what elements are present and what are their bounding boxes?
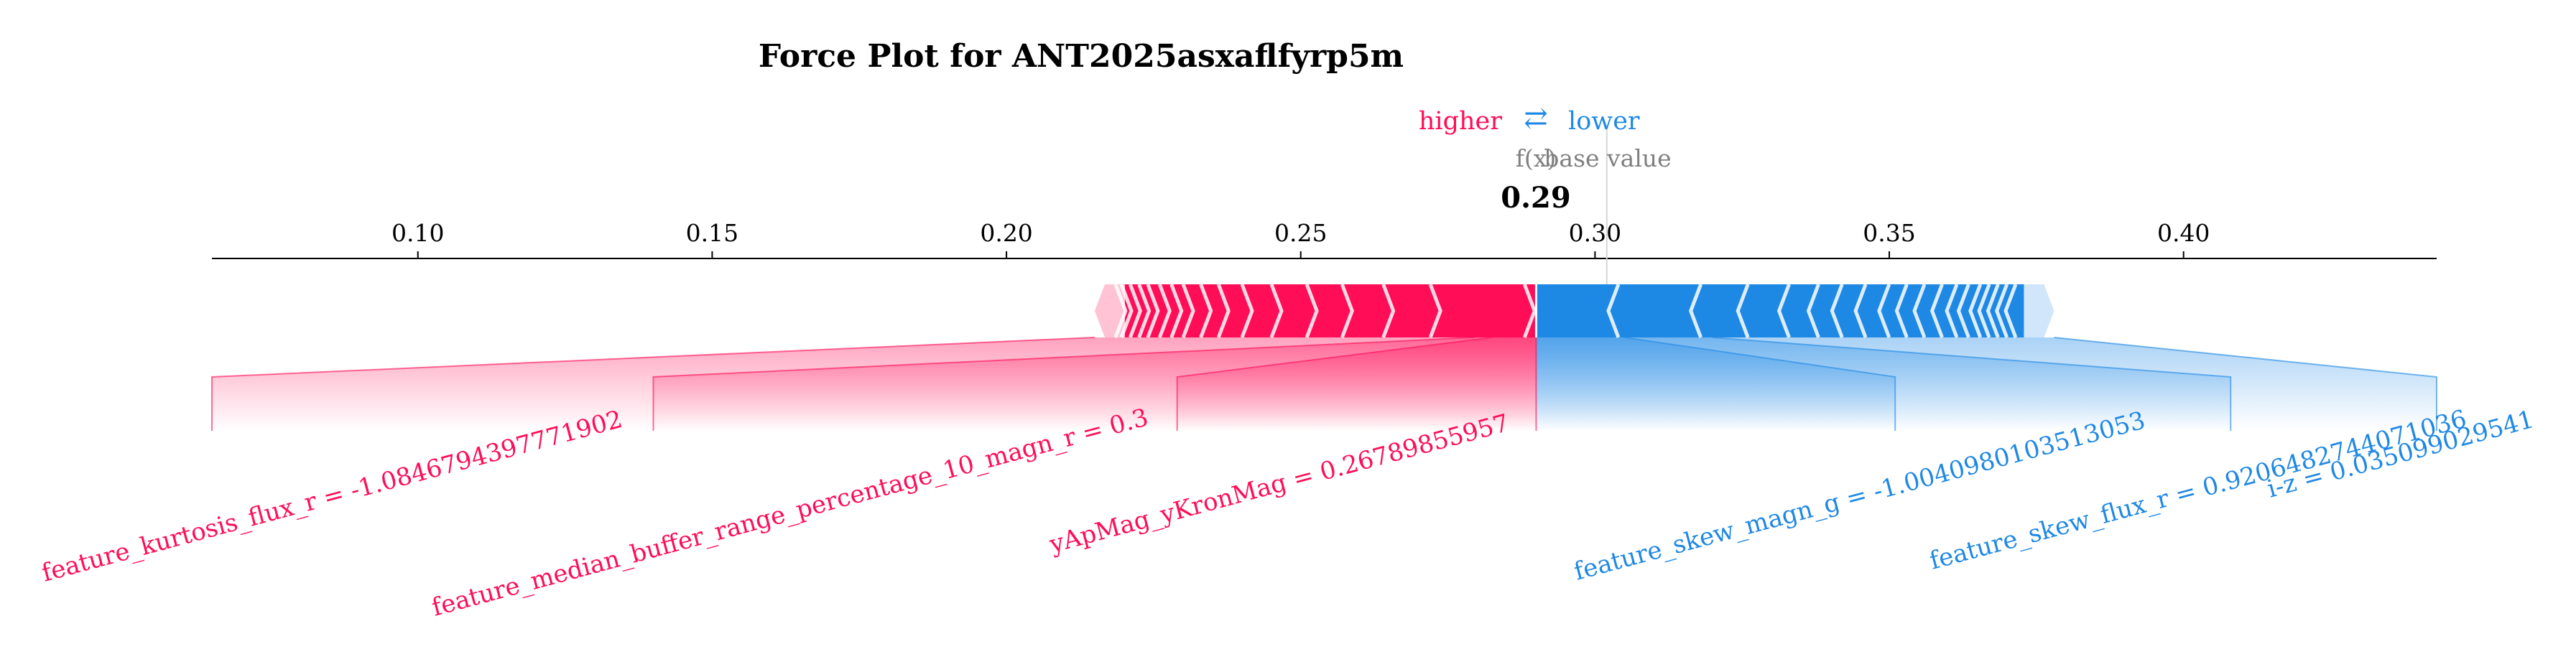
positive-chevron-4 xyxy=(1305,284,1319,338)
legend-lower-label: lower xyxy=(1568,107,1640,136)
negative-chevron-8 xyxy=(1894,284,1909,338)
x-tick-label-2: 0.20 xyxy=(980,219,1032,247)
positive-connector-2-group xyxy=(1176,337,1537,431)
positive-chevron-12 xyxy=(1146,284,1160,338)
positive-tail xyxy=(1094,284,1125,337)
x-tick-label-6: 0.40 xyxy=(2157,219,2210,247)
positive-chevron-13 xyxy=(1137,284,1152,338)
negative-connector-2-edge xyxy=(2054,337,2437,431)
positive-chevron-1 xyxy=(1428,284,1442,338)
positive-chevron-3 xyxy=(1340,284,1354,338)
fx-value-label: 0.29 xyxy=(1501,181,1570,215)
positive-connector-0-edge xyxy=(211,337,1095,431)
legend-higher-label: higher xyxy=(1419,107,1502,136)
positive-chevron-16 xyxy=(1113,284,1128,338)
negative-tail xyxy=(2024,284,2054,337)
positive-connector-1-edge xyxy=(652,337,1475,431)
negative-chevron-17 xyxy=(2003,284,2018,338)
fx-label: f(x) xyxy=(1516,144,1557,172)
negative-chevron-10 xyxy=(1929,284,1944,338)
negative-chevron-14 xyxy=(1977,284,1991,338)
negative-chevron-3 xyxy=(1776,284,1791,338)
base-value-label: base value xyxy=(1544,144,1671,172)
positive-chevron-9 xyxy=(1181,284,1195,338)
negative-chevron-13 xyxy=(1968,284,1983,338)
legend: higher ⇄ lower xyxy=(1419,102,1640,136)
positive-chevron-15 xyxy=(1119,284,1134,338)
x-tick-label-5: 0.35 xyxy=(1863,219,1915,247)
positive-chevron-10 xyxy=(1169,284,1184,338)
negative-chevron-6 xyxy=(1853,284,1868,338)
negative-connector-2-fill xyxy=(1536,337,2437,431)
positive-chevron-0 xyxy=(1522,284,1537,338)
positive-chevron-6 xyxy=(1240,284,1254,338)
legend-arrow-icon: ⇄ xyxy=(1524,102,1548,135)
negative-chevron-11 xyxy=(1945,284,1959,338)
x-tick-label-0: 0.10 xyxy=(392,219,444,247)
positive-chevron-14 xyxy=(1128,284,1142,338)
x-tick-label-3: 0.25 xyxy=(1274,219,1327,247)
positive-bar xyxy=(1124,284,1537,337)
x-tick-label-1: 0.15 xyxy=(686,219,738,247)
negative-chevron-1 xyxy=(1688,284,1703,338)
chart-title: Force Plot for ANT2025asxaflfyrp5m xyxy=(759,38,1404,75)
positive-chevron-5 xyxy=(1269,284,1284,338)
positive-feature-label-0: feature_kurtosis_flux_r = -1.08467943977… xyxy=(39,405,626,588)
positive-connector-2-edge xyxy=(1176,337,1493,431)
negative-chevron-15 xyxy=(1986,284,2000,338)
negative-feature-label-0: feature_skew_magn_g = -1.004098010351305… xyxy=(1571,406,2149,586)
negative-chevron-12 xyxy=(1956,284,1970,338)
negative-chevron-7 xyxy=(1877,284,1891,338)
negative-chevron-16 xyxy=(1995,284,2009,338)
negative-chevron-5 xyxy=(1830,284,1844,338)
x-tick-label-4: 0.30 xyxy=(1569,219,1621,247)
positive-chevron-7 xyxy=(1216,284,1231,338)
positive-chevron-8 xyxy=(1199,284,1213,338)
negative-connector-2-group xyxy=(1536,337,2437,431)
positive-chevron-2 xyxy=(1381,284,1396,338)
negative-chevron-9 xyxy=(1912,284,1927,338)
negative-chevron-0 xyxy=(1606,284,1621,338)
negative-chevron-2 xyxy=(1736,284,1750,338)
positive-connector-2-fill xyxy=(1177,337,1537,431)
negative-chevron-4 xyxy=(1806,284,1820,338)
positive-chevron-11 xyxy=(1157,284,1172,338)
